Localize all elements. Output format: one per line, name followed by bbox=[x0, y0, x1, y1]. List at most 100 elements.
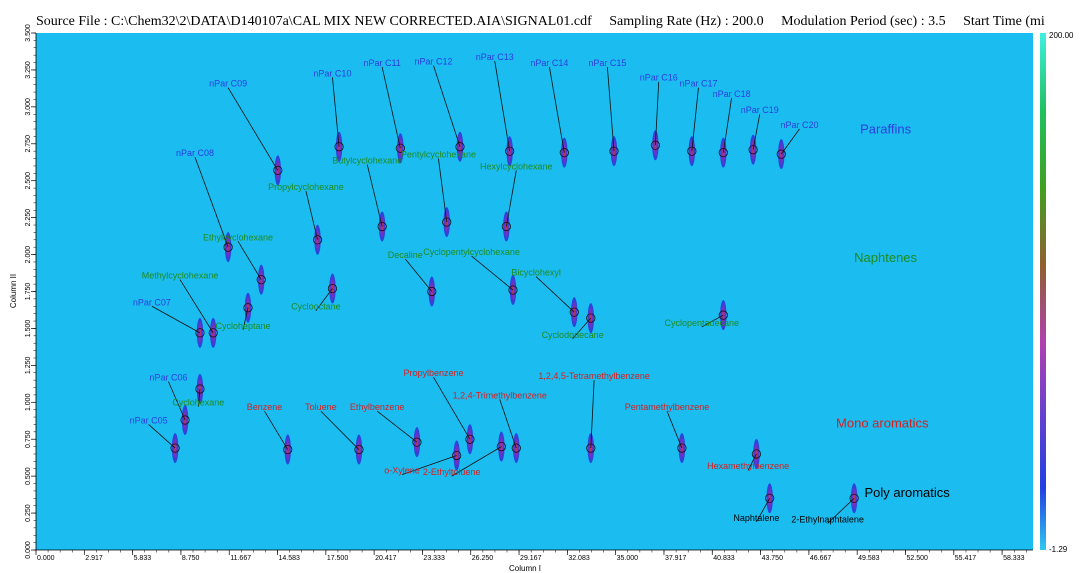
peak-leader-line bbox=[756, 498, 771, 523]
peak-leader-line bbox=[151, 305, 201, 334]
group-label: Naphtenes bbox=[854, 250, 917, 265]
peak-leader-line bbox=[451, 446, 502, 477]
peak-marker bbox=[327, 283, 338, 294]
peak-label: Hexamethylbenzene bbox=[707, 461, 789, 471]
peak-label: Ethylbenzene bbox=[350, 402, 405, 412]
peak-label: Methylcyclohexane bbox=[142, 271, 219, 281]
x-tick-label: 14.583 bbox=[279, 555, 301, 562]
peak-marker bbox=[195, 328, 205, 338]
x-tick-label: 11.667 bbox=[230, 555, 251, 562]
peak-leader-line bbox=[701, 314, 724, 328]
peak-marker bbox=[283, 444, 293, 455]
x-tick-label: 40.833 bbox=[713, 555, 735, 562]
peak-leader-line bbox=[654, 81, 660, 146]
peak-label: Hexylcyclohexane bbox=[480, 161, 553, 171]
peak-leader-line bbox=[691, 87, 699, 152]
y-tick-label: 0.500 bbox=[25, 467, 32, 485]
start-time-text: Start Time (mi bbox=[963, 14, 1045, 29]
source-file-header: Source File : C:\Chem32\2\DATA\D140107a\… bbox=[36, 13, 1084, 31]
x-tick-label: 49.583 bbox=[858, 555, 880, 562]
peak-marker bbox=[223, 242, 233, 252]
x-tick-label: 8.750 bbox=[182, 555, 200, 562]
peak-label: nPar C14 bbox=[530, 58, 568, 68]
peak-marker bbox=[395, 143, 405, 153]
x-axis-label: Column I bbox=[509, 564, 541, 573]
peak-leader-line bbox=[494, 61, 511, 152]
group-label: Paraffins bbox=[860, 121, 912, 136]
y-tick-label: 3.500 bbox=[25, 24, 32, 42]
peak-leader-line bbox=[722, 97, 732, 153]
peak-leader-line bbox=[320, 410, 360, 450]
y-tick-label: 1.250 bbox=[25, 356, 32, 374]
peak-marker bbox=[377, 221, 387, 232]
peak-marker bbox=[849, 493, 859, 503]
x-tick-label: 0.000 bbox=[37, 555, 55, 562]
y-tick-label: 0.250 bbox=[25, 504, 32, 522]
peak-leader-line bbox=[381, 66, 401, 149]
peak-leader-line bbox=[549, 66, 565, 153]
peak-marker bbox=[442, 217, 452, 227]
peak-label: Ethylcyclohexane bbox=[203, 232, 273, 242]
peak-marker bbox=[208, 328, 218, 338]
peak-label: 1,2,4-Trimethylbenzene bbox=[453, 390, 547, 400]
peak-marker bbox=[501, 221, 511, 232]
peak-leader-line bbox=[168, 381, 186, 421]
peak-marker bbox=[677, 443, 687, 453]
peak-leader-line bbox=[433, 376, 471, 440]
peak-label: nPar C10 bbox=[313, 68, 351, 78]
axes: 0.000 2.917 5.833 8.750 11.667 14.583 17.500 20… bbox=[25, 24, 1033, 562]
peak-leader-line bbox=[590, 380, 595, 449]
peak-leader-line bbox=[471, 255, 514, 291]
x-tick-label: 46.667 bbox=[810, 555, 832, 562]
peak-marker bbox=[452, 450, 462, 461]
peak-label: Toluene bbox=[305, 402, 337, 412]
x-tick-label: 58.333 bbox=[1003, 555, 1025, 562]
x-tick-label: 17.500 bbox=[327, 555, 349, 562]
peak-label: nPar C05 bbox=[130, 415, 168, 425]
peak-label: 1,2,4,5-Tetramethylbenzene bbox=[538, 371, 650, 381]
peak-marker bbox=[569, 307, 579, 317]
peak-leader-line bbox=[505, 170, 517, 227]
group-label: Poly aromatics bbox=[865, 485, 951, 500]
peak-marker bbox=[455, 142, 465, 152]
y-tick-label: 1.000 bbox=[25, 393, 32, 411]
peak-label: Bicyclohexyl bbox=[511, 268, 561, 278]
x-tick-label: 23.333 bbox=[423, 555, 445, 562]
peak-leader-line bbox=[666, 410, 683, 449]
y-tick-label: 2.750 bbox=[25, 135, 32, 153]
x-tick-label: 55.417 bbox=[955, 555, 977, 562]
peak-label: nPar C09 bbox=[209, 79, 247, 89]
peak-leader-line bbox=[264, 410, 289, 450]
peak-label: 2-Ethyltoluene bbox=[423, 467, 481, 477]
peak-marker bbox=[354, 444, 364, 455]
peak-leader-line bbox=[405, 258, 433, 292]
colorbar-max-label: 200.00 bbox=[1049, 31, 1074, 40]
peak-marker bbox=[776, 149, 786, 159]
peak-label: Cyclohexane bbox=[172, 398, 224, 408]
peak-leader-line bbox=[376, 410, 418, 443]
source-file-text: Source File : C:\Chem32\2\DATA\D140107a\… bbox=[36, 14, 592, 29]
peak-marker bbox=[496, 441, 506, 452]
peak-marker bbox=[312, 235, 323, 245]
peak-marker bbox=[170, 443, 180, 453]
peak-label: nPar C13 bbox=[476, 52, 514, 62]
peak-marker bbox=[751, 449, 762, 459]
peak-marker bbox=[748, 145, 758, 155]
peak-label: Naphtalene bbox=[733, 513, 779, 523]
peak-label: nPar C11 bbox=[363, 58, 400, 68]
x-tick-label: 20.417 bbox=[375, 555, 397, 562]
peak-label: nPar C17 bbox=[679, 79, 717, 89]
peak-label: o-Xylene bbox=[384, 466, 420, 476]
peak-leader-line bbox=[780, 128, 800, 155]
colorbar bbox=[1040, 33, 1046, 550]
y-tick-label: 0.000 bbox=[25, 541, 32, 559]
peak-leader-line bbox=[438, 158, 448, 223]
x-tick-label: 32.083 bbox=[568, 555, 590, 562]
peak-label: Butylcyclohexane bbox=[332, 155, 402, 165]
y-tick-label: 0.750 bbox=[25, 430, 32, 448]
peak-label: 2-Ethylnaphtalene bbox=[791, 514, 864, 524]
peak-label: nPar C15 bbox=[588, 58, 626, 68]
peak-leader-line bbox=[242, 307, 249, 330]
peak-label: nPar C08 bbox=[176, 148, 214, 158]
peak-label: nPar C19 bbox=[741, 105, 779, 115]
